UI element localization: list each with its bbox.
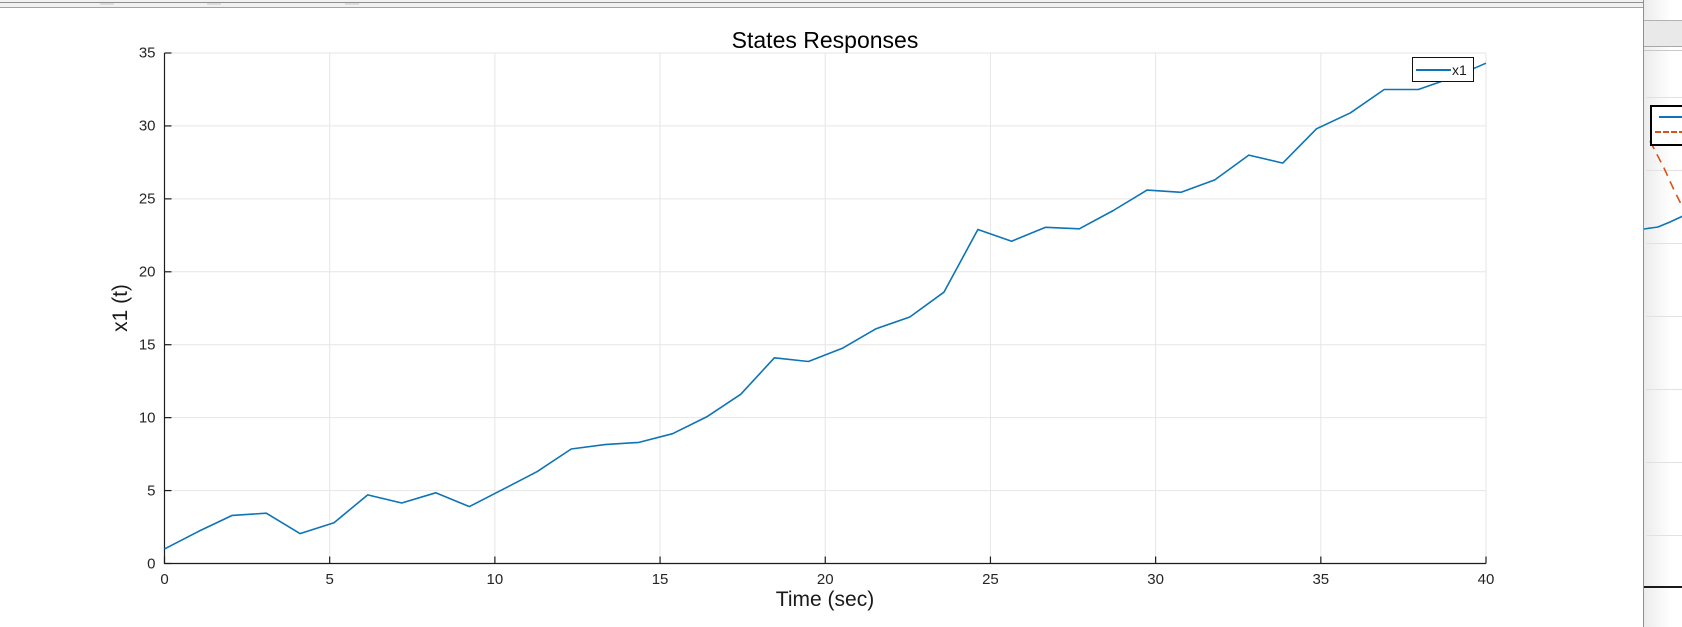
partial-window-plot-canvas [1644,140,1682,230]
x-tick-label: 20 [816,570,834,588]
x-tick-label: 40 [1477,570,1495,588]
y-tick-label: 5 [147,482,156,500]
x-tick-label: 10 [486,570,504,588]
toolbar-icon-remnant [100,2,114,5]
partial-window-gridline [1646,97,1682,98]
x-tick-label: 0 [160,570,169,588]
partial-legend-dashed-line-sample [1655,131,1682,133]
partial-window-gridline [1646,462,1682,463]
window-top-edge [0,2,1682,3]
states-responses-figure: States Responses Time (sec) x1 (t) 0 5 10 1… [0,8,1643,627]
legend[interactable]: x1 [1412,57,1474,82]
partial-window-gridline [1646,316,1682,317]
legend-label: x1 [1452,61,1467,78]
y-tick-label: 0 [147,555,156,572]
figure-toolbar-strip [0,0,1643,8]
partial-window-gridline [1646,389,1682,390]
partial-window-toolbar-band[interactable] [1644,20,1682,47]
legend-line-sample [1416,68,1451,71]
partial-second-figure-window[interactable] [1643,0,1682,627]
x-axis-label: Time (sec) [775,588,875,611]
partial-window-divider-line [1644,50,1682,51]
partial-window-legend[interactable] [1650,105,1682,146]
states-responses-plot-canvas[interactable] [0,0,1643,627]
y-tick-label: 25 [138,190,156,208]
y-tick-label: 15 [138,336,156,354]
partial-window-axis-line [1644,586,1682,588]
partial-window-gridline [1646,243,1682,244]
x-tick-label: 5 [325,570,334,588]
y-tick-label: 30 [138,117,156,135]
blue-solid-curve [1644,215,1682,230]
x-tick-label: 25 [982,570,999,588]
series-line-x1 [164,62,1487,550]
chart-title: States Responses [731,27,919,53]
partial-window-gridline [1646,170,1682,171]
partial-window-gridline [1646,535,1682,536]
toolbar-icon-remnant [345,2,359,5]
toolbar-icon-remnant [207,2,221,5]
y-tick-label: 35 [138,44,156,62]
x-tick-label: 35 [1312,570,1330,588]
y-axis-label: x1 (t) [109,284,132,332]
orange-dashed-curve [1649,140,1682,208]
partial-legend-solid-line-sample [1659,116,1682,118]
y-tick-label: 20 [138,263,156,281]
x-tick-label: 15 [651,570,669,588]
y-tick-label: 10 [138,409,156,427]
x-tick-label: 30 [1147,570,1164,588]
